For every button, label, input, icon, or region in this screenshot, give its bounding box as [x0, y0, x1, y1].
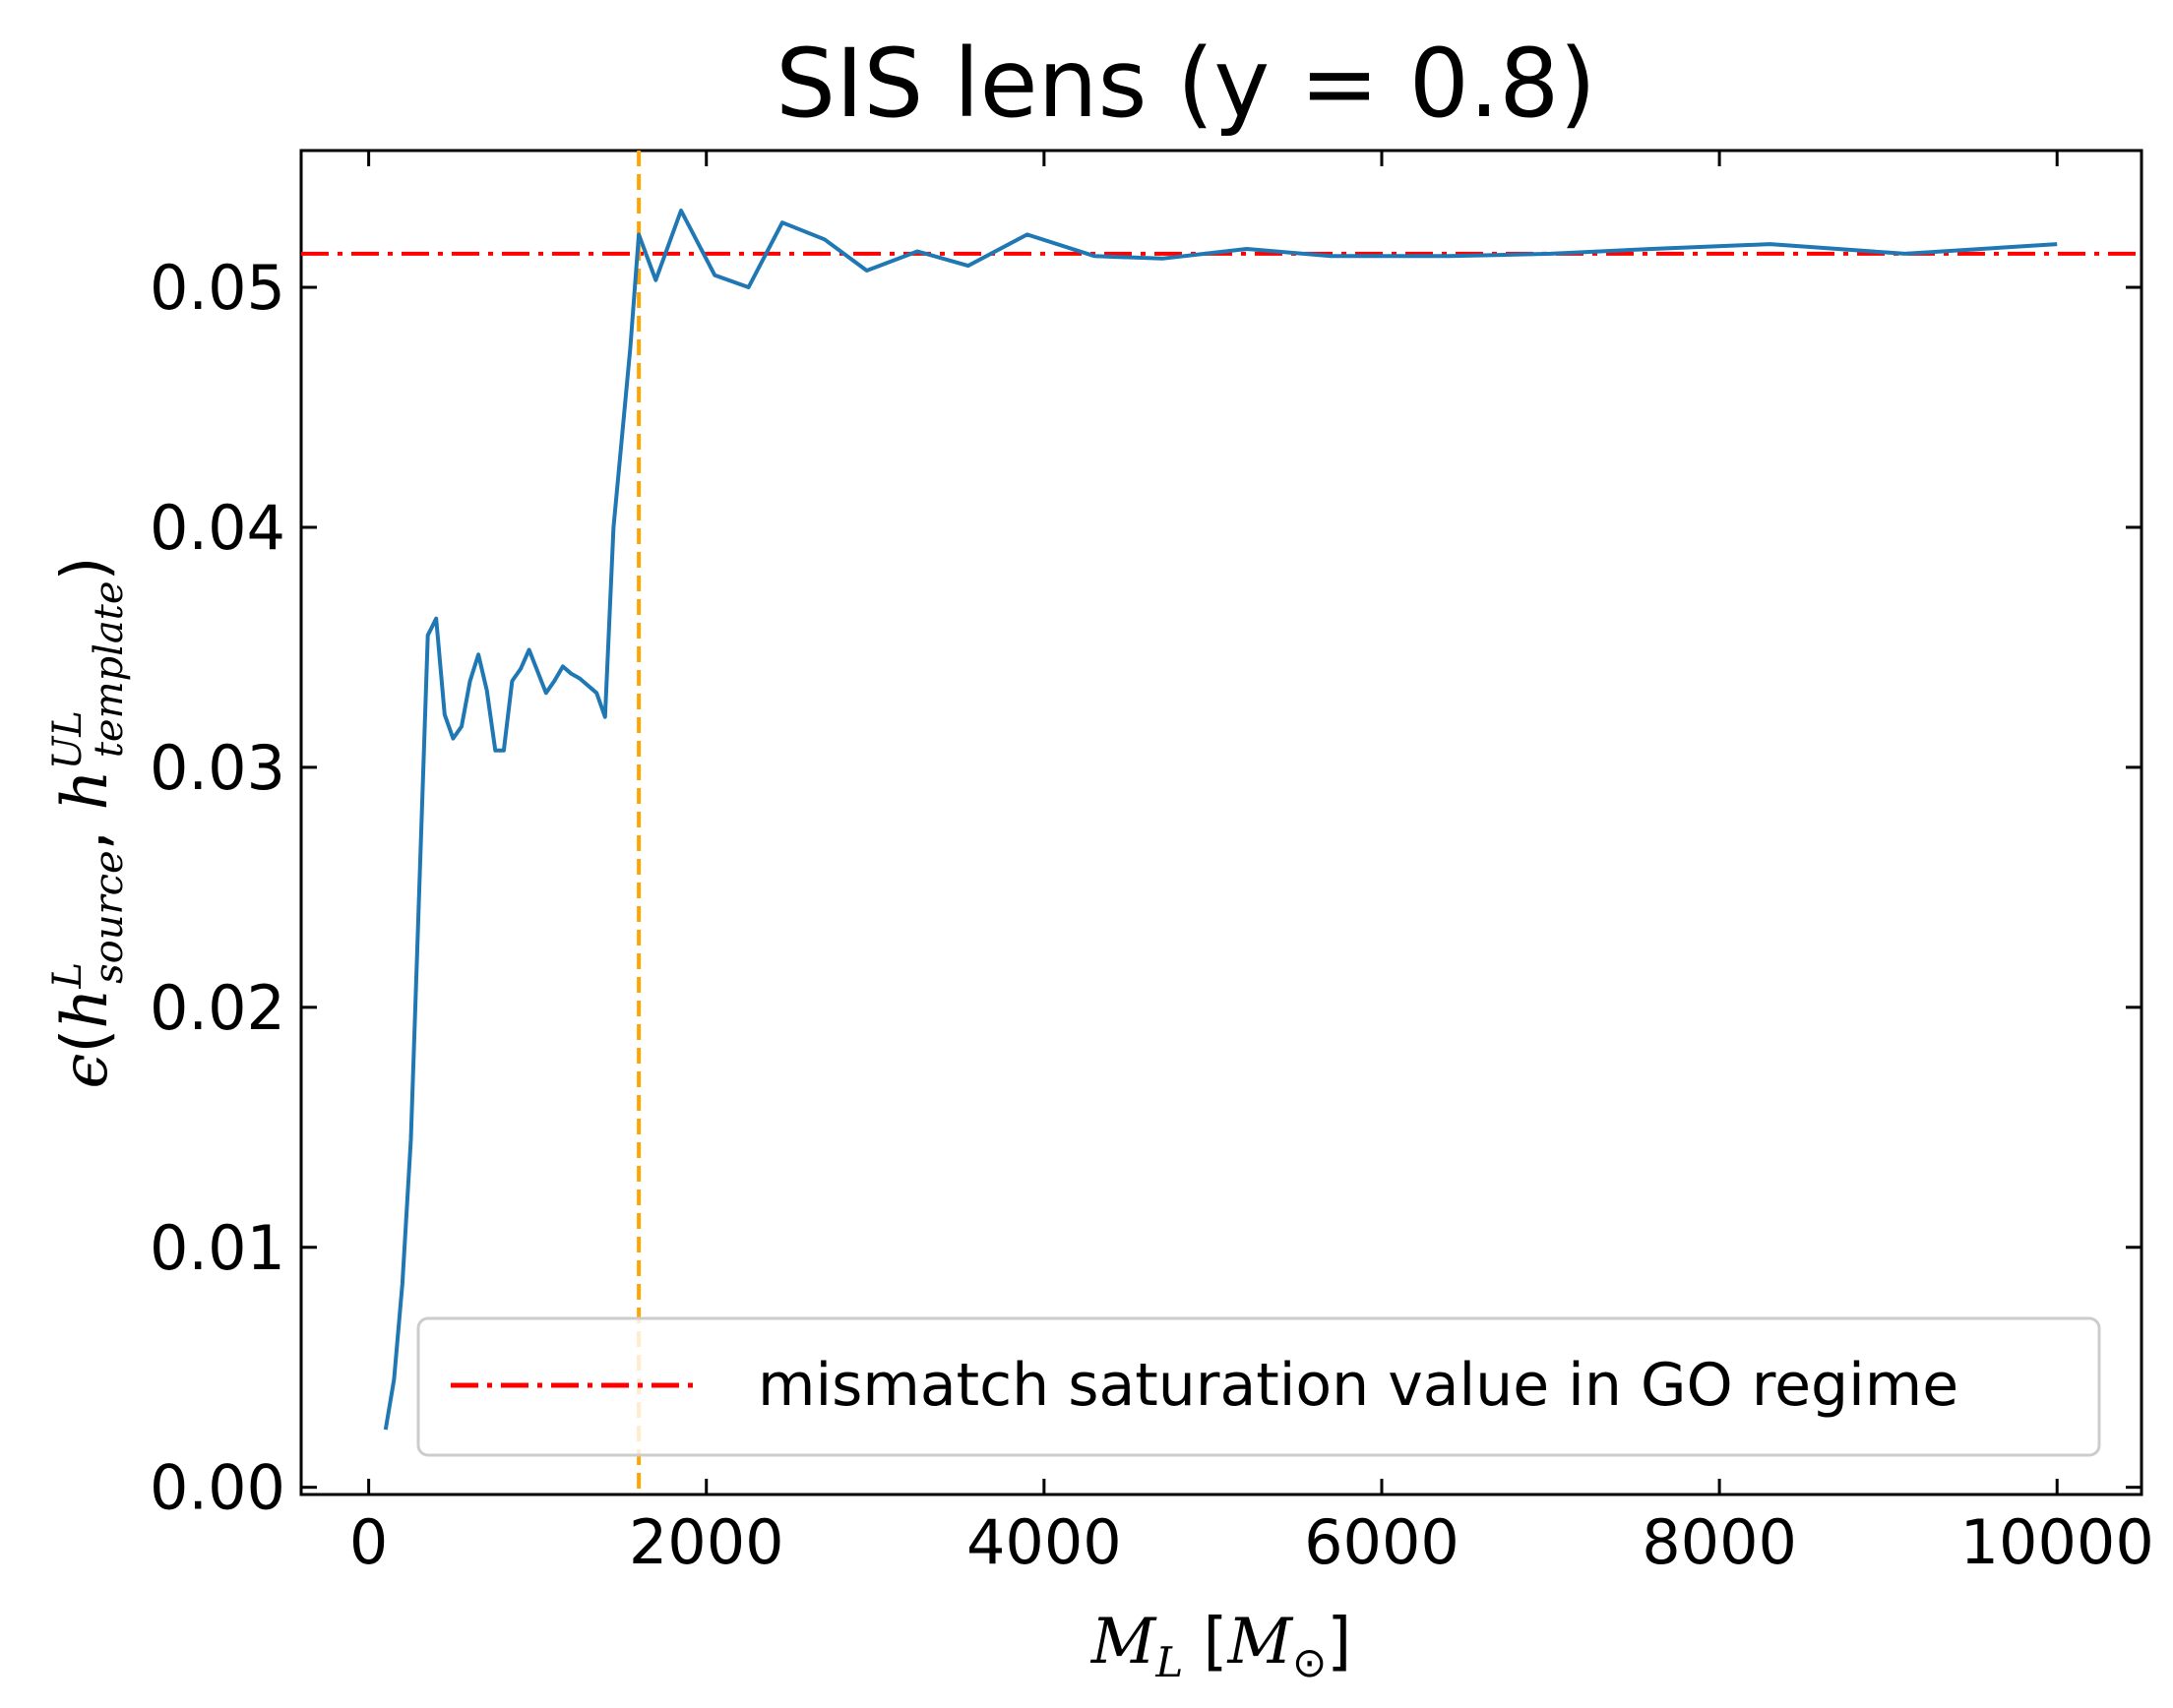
plot-area-frame [299, 149, 2143, 1496]
x-tick-label: 4000 [966, 1506, 1122, 1578]
y-tick-label: 0.04 [150, 492, 285, 564]
x-axis-label: ML [M⊙] [1090, 1606, 1351, 1686]
chart-title: SIS lens (y = 0.8) [776, 29, 1596, 139]
series-group [383, 209, 2058, 1431]
x-tick-label: 6000 [1304, 1506, 1459, 1578]
x-tick-label: 2000 [629, 1506, 784, 1578]
y-tick-label: 0.02 [150, 972, 285, 1044]
legend-box [416, 1316, 2101, 1457]
y-tick-label: 0.03 [150, 732, 285, 804]
y-tick-label: 0.01 [150, 1212, 285, 1284]
mismatch-series-line [383, 209, 2058, 1431]
x-tick-label: 10000 [1960, 1506, 2154, 1578]
legend: mismatch saturation value in GO regime [416, 1316, 2101, 1457]
legend-label-saturation: mismatch saturation value in GO regime [758, 1351, 1958, 1420]
y-tick-label: 0.00 [150, 1452, 285, 1524]
y-tick-label: 0.05 [150, 252, 285, 324]
y-axis-label: ϵ(hLsource, hULtemplate) [45, 557, 132, 1089]
x-axis-ticks: 0 2000 4000 6000 8000 10000 [349, 151, 2154, 1578]
x-tick-label: 0 [349, 1506, 388, 1578]
y-axis-ticks: 0.00 0.01 0.02 0.03 0.04 0.05 [150, 252, 2142, 1524]
x-tick-label: 8000 [1642, 1506, 1797, 1578]
